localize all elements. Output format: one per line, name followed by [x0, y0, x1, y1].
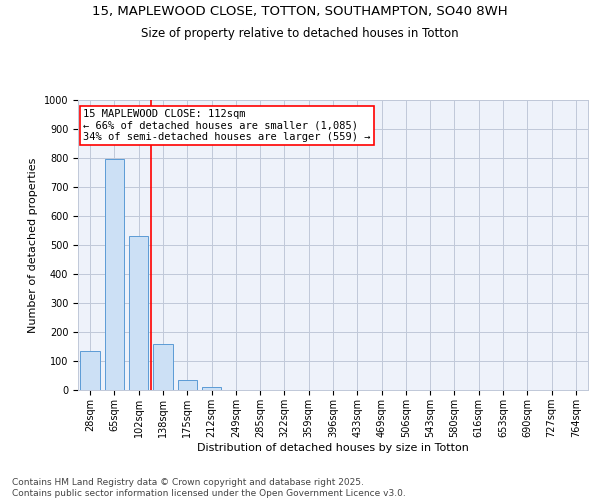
Text: Size of property relative to detached houses in Totton: Size of property relative to detached ho… — [141, 28, 459, 40]
Text: 15, MAPLEWOOD CLOSE, TOTTON, SOUTHAMPTON, SO40 8WH: 15, MAPLEWOOD CLOSE, TOTTON, SOUTHAMPTON… — [92, 5, 508, 18]
Y-axis label: Number of detached properties: Number of detached properties — [28, 158, 38, 332]
Bar — [153, 344, 173, 390]
Text: Contains HM Land Registry data © Crown copyright and database right 2025.
Contai: Contains HM Land Registry data © Crown c… — [12, 478, 406, 498]
Bar — [105, 160, 124, 390]
Bar — [80, 351, 100, 390]
Text: 15 MAPLEWOOD CLOSE: 112sqm
← 66% of detached houses are smaller (1,085)
34% of s: 15 MAPLEWOOD CLOSE: 112sqm ← 66% of deta… — [83, 108, 371, 142]
X-axis label: Distribution of detached houses by size in Totton: Distribution of detached houses by size … — [197, 442, 469, 452]
Bar — [129, 236, 148, 390]
Bar — [178, 380, 197, 390]
Bar — [202, 387, 221, 390]
